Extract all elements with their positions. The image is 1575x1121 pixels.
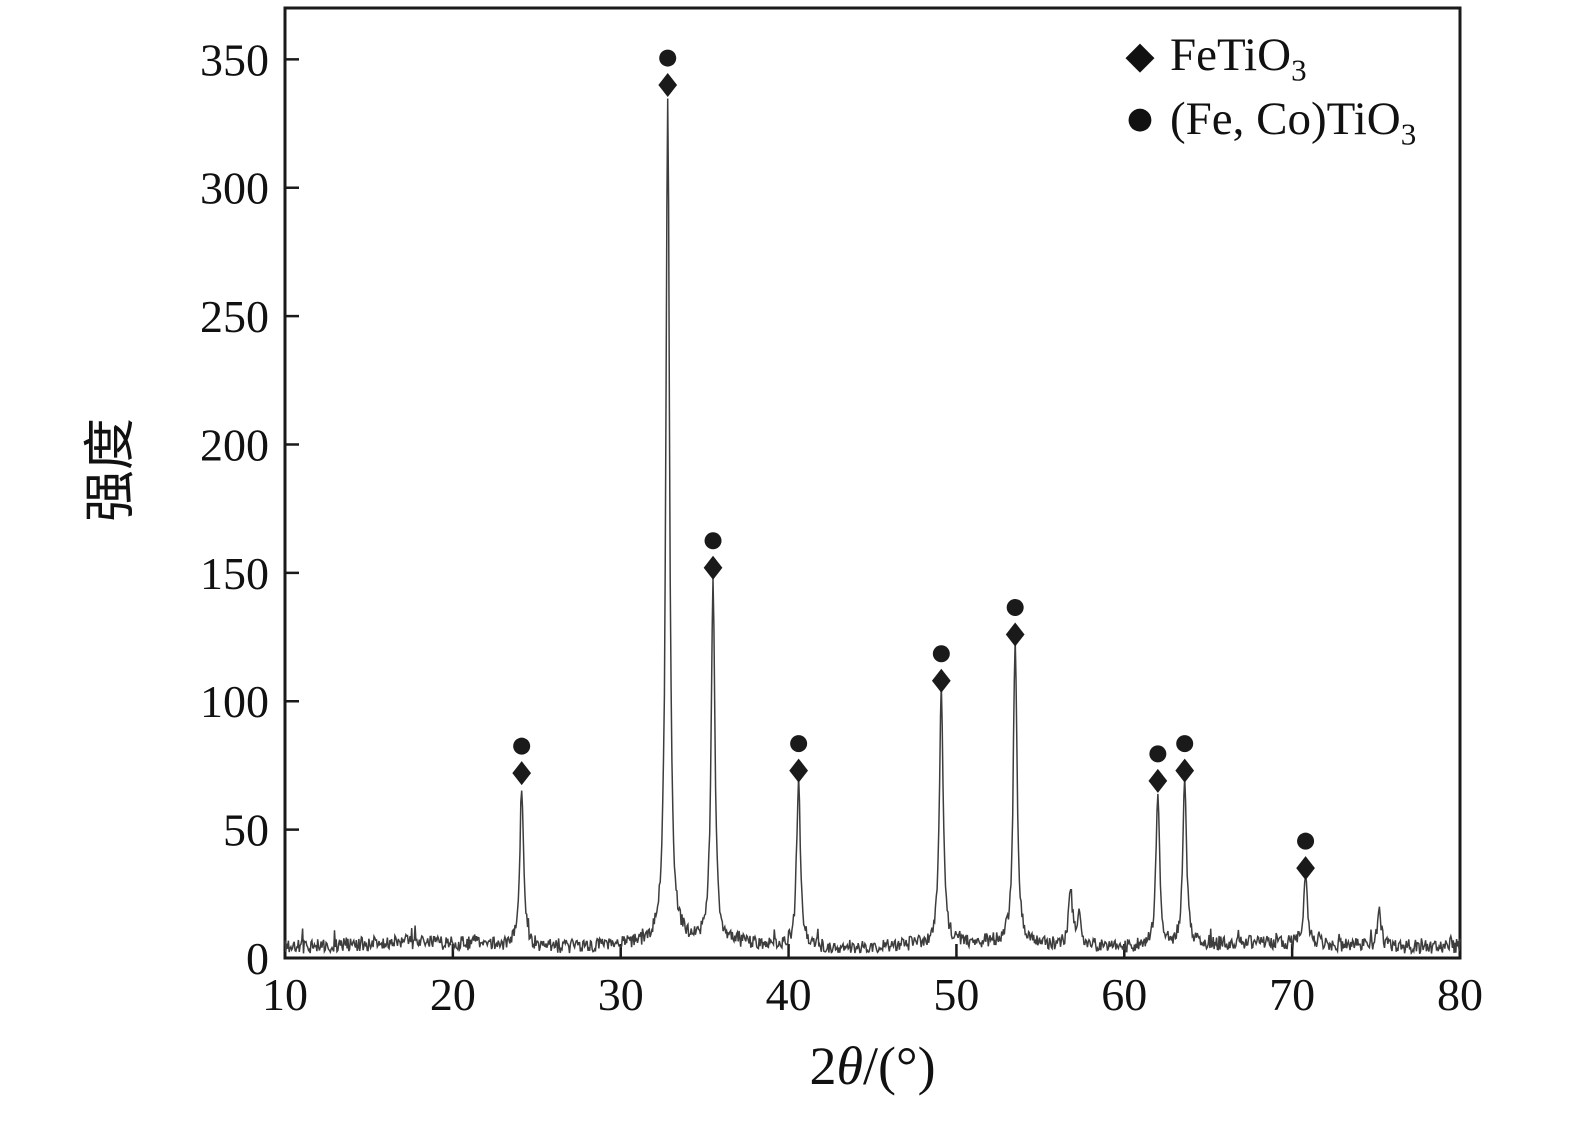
circle-marker	[1297, 832, 1315, 850]
y-tick-label: 300	[200, 163, 269, 214]
circle-marker	[1176, 735, 1194, 753]
legend-label: (Fe, Co)TiO3	[1170, 92, 1416, 149]
y-tick-label: 250	[200, 291, 269, 342]
x-tick-label: 60	[1101, 969, 1147, 1020]
diamond-marker	[931, 668, 951, 693]
circle-marker	[932, 645, 950, 663]
circle-marker	[513, 737, 531, 755]
y-tick-label: 350	[200, 34, 269, 85]
legend-label: FeTiO3	[1170, 28, 1307, 85]
xrd-trace	[284, 98, 1461, 956]
circle-marker	[704, 532, 722, 550]
circle-marker	[1149, 745, 1167, 763]
x-tick-label: 20	[430, 969, 476, 1020]
legend-item-fecotio3: ● (Fe, Co)TiO3	[1118, 92, 1416, 149]
x-tick-label: 50	[933, 969, 979, 1020]
y-tick-label: 0	[246, 933, 269, 984]
x-tick-label: 80	[1437, 969, 1483, 1020]
x-axis-label-number: 2	[809, 1036, 837, 1096]
legend: ◆ FeTiO3 ● (Fe, Co)TiO3	[1118, 28, 1416, 149]
diamond-marker	[1296, 856, 1315, 881]
legend-text: FeTiO	[1170, 29, 1292, 81]
circle-marker	[1006, 599, 1024, 617]
x-tick-label: 40	[766, 969, 812, 1020]
x-tick-label: 10	[262, 969, 308, 1020]
circle-icon: ●	[1126, 101, 1154, 137]
y-axis-label: 强度	[83, 418, 140, 523]
x-axis-label-unit: /(°)	[862, 1036, 936, 1096]
diamond-marker	[703, 555, 723, 580]
circle-marker	[659, 49, 677, 67]
diamond-marker	[512, 761, 532, 786]
diamond-marker	[1005, 622, 1025, 647]
diamond-icon: ◆	[1125, 33, 1155, 78]
diamond-marker	[658, 73, 678, 98]
legend-text: (Fe, Co)TiO	[1170, 93, 1401, 146]
y-tick-label: 50	[223, 805, 269, 856]
x-axis-label: 2θ/(°)	[285, 1035, 1460, 1097]
y-tick-label: 150	[200, 548, 269, 599]
diamond-marker	[789, 758, 809, 783]
theta-symbol: θ	[836, 1036, 863, 1096]
plot-border	[283, 6, 1462, 960]
x-tick-label: 70	[1269, 969, 1315, 1020]
x-tick-label: 30	[598, 969, 644, 1020]
legend-subscript: 3	[1400, 116, 1417, 152]
y-tick-label: 200	[200, 419, 269, 470]
diamond-marker	[1148, 768, 1168, 793]
diamond-marker	[1175, 758, 1195, 783]
legend-item-fetio3: ◆ FeTiO3	[1118, 28, 1416, 85]
y-tick-label: 100	[200, 676, 269, 727]
legend-subscript: 3	[1291, 52, 1307, 88]
circle-marker	[790, 735, 808, 753]
